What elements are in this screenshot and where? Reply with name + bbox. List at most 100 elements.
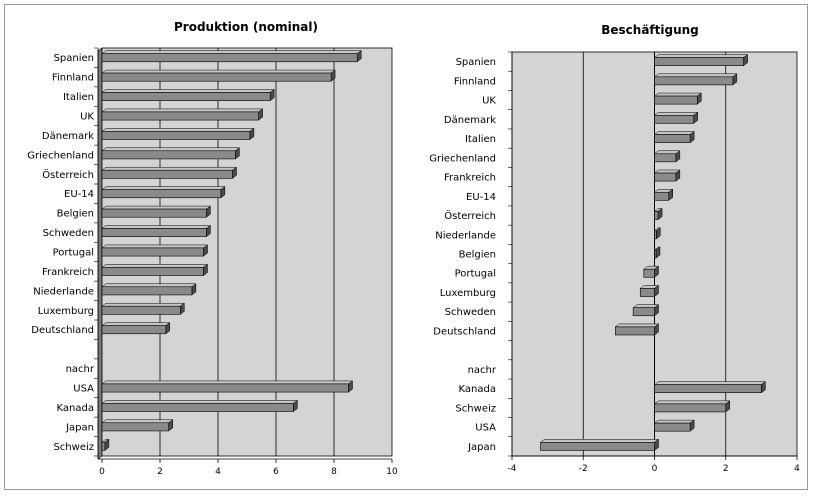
produktion-bar-japan (101, 422, 169, 432)
produktion-bar-top-daenemark (101, 128, 255, 132)
chart-frame (4, 4, 808, 490)
beschaeftigung-label-usa: USA (475, 423, 496, 434)
produktion-bar-kanada (101, 403, 294, 412)
produktion-label-spanien: Spanien (54, 53, 94, 64)
produktion-label-kanada: Kanada (57, 403, 94, 414)
beschaeftigung-bar-japan (540, 442, 655, 451)
produktion-label-italien: Italien (63, 92, 94, 103)
beschaeftigung-label-finnland: Finnland (454, 76, 496, 87)
beschaeftigung-label-schweden: Schweden (445, 307, 496, 318)
beschaeftigung-label-griechenland: Griechenland (429, 153, 496, 164)
beschaeftigung-bar-usa (654, 422, 691, 432)
beschaeftigung-bar-eu-14 (654, 191, 670, 201)
produktion-bar-top-deutschland (101, 322, 171, 326)
produktion-x-tick-label: 6 (273, 467, 279, 477)
beschaeftigung-label-belgien: Belgien (459, 250, 496, 261)
produktion-bar-top-eu-14 (101, 186, 226, 190)
beschaeftigung-x-tick-label: 0 (652, 464, 658, 474)
beschaeftigung-bar-top-spanien (653, 54, 749, 58)
beschaeftigung-label-luxemburg: Luxemburg (440, 288, 496, 299)
produktion-x-tick-label: 4 (215, 467, 221, 477)
produktion-bar-top-frankreich (101, 264, 209, 268)
chart-title-beschaeftigung: Beschäftigung (601, 23, 699, 37)
produktion-bar-portugal (101, 247, 204, 257)
produktion-bar-niederlande (101, 286, 193, 296)
produktion-label-belgien: Belgien (57, 209, 94, 220)
produktion-bar-top-portugal (101, 244, 209, 249)
produktion-depth-wall (97, 47, 103, 460)
produktion-x-tick-label: 8 (331, 467, 337, 477)
produktion-label-schweiz: Schweiz (53, 442, 94, 453)
beschaeftigung-bar-niederlande (654, 230, 657, 240)
produktion-bar-belgien (101, 208, 207, 218)
beschaeftigung-bar-belgien (654, 249, 657, 259)
beschaeftigung-label-daenemark: Dänemark (444, 115, 496, 126)
produktion-bar-griechenland (101, 150, 236, 160)
beschaeftigung-bar-top-usa (653, 419, 695, 424)
produktion-label-finnland: Finnland (52, 73, 94, 84)
beschaeftigung-x-tick-label: -4 (508, 464, 517, 474)
beschaeftigung-bar-oesterreich (654, 211, 659, 220)
produktion-bar-top-japan (101, 419, 174, 424)
produktion-label-usa: USA (73, 384, 94, 395)
chart-beschaeftigung: -4 -2 0 2 4 Spanien Finnland UK Dänemark Italien G… (429, 51, 800, 474)
beschaeftigung-label-niederlande: Niederlande (435, 230, 496, 241)
produktion-label-griechenland: Griechenland (27, 150, 94, 161)
beschaeftigung-label-kanada: Kanada (459, 384, 496, 395)
chart-produktion: 0 2 4 6 8 10 Spanien Finnland Italien UK Dänemark G… (27, 47, 398, 477)
beschaeftigung-label-italien: Italien (465, 134, 496, 145)
beschaeftigung-bar-finnland (654, 76, 734, 86)
produktion-label-frankreich: Frankreich (42, 267, 94, 278)
beschaeftigung-label-uk: UK (482, 96, 496, 107)
beschaeftigung-label-deutschland: Deutschland (433, 326, 496, 337)
produktion-bar-schweden (101, 228, 207, 237)
beschaeftigung-label-spanien: Spanien (456, 57, 496, 68)
produktion-bar-schweiz (101, 441, 106, 451)
beschaeftigung-label-nachr: nachr (468, 365, 497, 376)
produktion-label-daenemark: Dänemark (42, 131, 94, 142)
beschaeftigung-x-tick-label: -2 (579, 464, 588, 474)
produktion-bar-top-luxemburg (101, 302, 186, 307)
beschaeftigung-bar-deutschland (615, 326, 655, 336)
beschaeftigung-label-portugal: Portugal (455, 269, 496, 280)
beschaeftigung-x-tick-label: 4 (794, 464, 800, 474)
produktion-label-deutschland: Deutschland (31, 325, 94, 336)
beschaeftigung-bar-top-italien (653, 131, 695, 135)
beschaeftigung-bar-griechenland (654, 153, 677, 163)
produktion-bar-daenemark (101, 131, 251, 140)
produktion-label-schweden: Schweden (43, 228, 94, 239)
produktion-bar-top-finnland (101, 69, 336, 74)
produktion-x-tick-label: 10 (386, 467, 398, 477)
produktion-label-eu-14: EU-14 (64, 189, 94, 200)
produktion-label-japan: Japan (65, 422, 94, 433)
chart-title-produktion: Produktion (nominal) (174, 20, 318, 34)
beschaeftigung-bar-spanien (654, 57, 744, 66)
beschaeftigung-bar-schweiz (654, 403, 727, 413)
produktion-label-nachr: nachr (66, 364, 95, 375)
beschaeftigung-x-tick-label: 2 (723, 464, 729, 474)
produktion-bar-oesterreich (101, 169, 233, 179)
produktion-bar-top-griechenland (101, 147, 241, 152)
produktion-label-uk: UK (80, 112, 94, 123)
beschaeftigung-bar-italien (654, 134, 691, 143)
beschaeftigung-label-frankreich: Frankreich (444, 173, 496, 184)
produktion-bar-deutschland (101, 325, 167, 335)
produktion-label-oesterreich: Österreich (42, 168, 94, 181)
produktion-bar-luxemburg (101, 305, 181, 315)
produktion-label-niederlande: Niederlande (33, 286, 94, 297)
beschaeftigung-bar-top-schweiz (653, 400, 731, 405)
beschaeftigung-bar-kanada (654, 384, 762, 394)
produktion-bar-top-schweden (101, 225, 212, 229)
produktion-bar-top-usa (101, 380, 354, 385)
produktion-bar-finnland (101, 72, 332, 82)
produktion-label-luxemburg: Luxemburg (38, 306, 94, 317)
produktion-bar-top-kanada (101, 400, 299, 404)
beschaeftigung-bar-top-uk (653, 92, 702, 97)
produktion-bar-frankreich (101, 267, 204, 276)
beschaeftigung-bar-daenemark (654, 114, 694, 124)
produktion-bar-uk (101, 111, 259, 121)
beschaeftigung-bar-schweden (632, 307, 655, 317)
beschaeftigung-label-oesterreich: Österreich (444, 209, 496, 222)
beschaeftigung-bar-top-finnland (653, 73, 738, 78)
beschaeftigung-label-schweiz: Schweiz (455, 403, 496, 414)
